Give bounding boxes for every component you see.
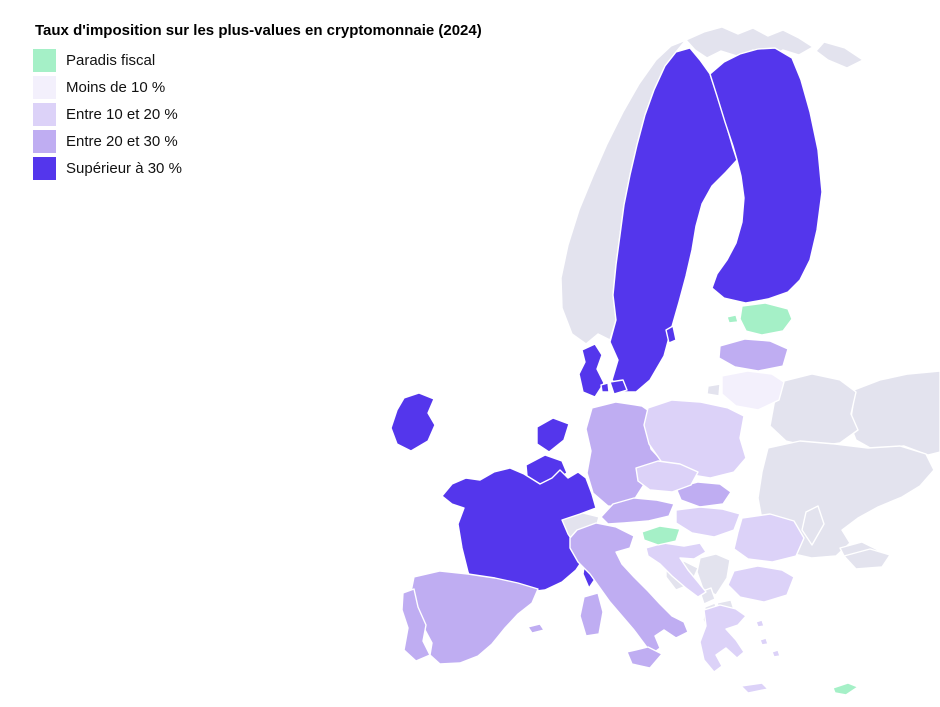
- country-norway-north: [685, 26, 814, 59]
- country-greece: [699, 604, 747, 673]
- country-sicily: [626, 646, 663, 669]
- legend-swatch-10-20: [33, 103, 56, 126]
- country-czechia: [635, 460, 699, 493]
- legend-item-lt10: Moins de 10 %: [33, 74, 182, 101]
- country-russia-kola: [815, 41, 864, 69]
- legend-swatch-lt10: [33, 76, 56, 99]
- country-denmark-islands: [609, 379, 628, 395]
- country-hungary: [675, 506, 741, 538]
- country-romania: [733, 513, 805, 563]
- country-ireland: [390, 392, 436, 452]
- country-slovenia: [641, 525, 681, 546]
- legend: Paradis fiscal Moins de 10 % Entre 10 et…: [33, 47, 182, 182]
- country-gotland: [665, 325, 677, 344]
- legend-item-10-20: Entre 10 et 20 %: [33, 101, 182, 128]
- country-balearic-islands: [527, 623, 545, 634]
- legend-label-gt30: Supérieur à 30 %: [66, 160, 182, 177]
- country-estonia: [739, 302, 793, 336]
- legend-label-lt10: Moins de 10 %: [66, 79, 166, 96]
- legend-item-haven: Paradis fiscal: [33, 47, 182, 74]
- map-title: Taux d'imposition sur les plus-values en…: [35, 22, 482, 39]
- country-croatia: [645, 542, 707, 598]
- country-denmark: [578, 343, 605, 398]
- country-austria: [600, 497, 675, 525]
- country-france: [441, 467, 597, 593]
- country-poland: [643, 399, 747, 479]
- country-serbia: [696, 553, 731, 596]
- country-moldova: [801, 505, 825, 546]
- country-belarus: [769, 373, 859, 448]
- country-finland: [709, 47, 823, 304]
- country-cyprus: [832, 682, 859, 696]
- country-latvia: [718, 338, 789, 372]
- legend-item-20-30: Entre 20 et 30 %: [33, 128, 182, 155]
- legend-label-20-30: Entre 20 et 30 %: [66, 133, 178, 150]
- country-denmark-funen: [600, 382, 610, 393]
- legend-item-gt30: Supérieur à 30 %: [33, 155, 182, 182]
- country-spain: [410, 570, 539, 665]
- country-slovakia: [675, 481, 732, 508]
- country-kaliningrad: [706, 383, 721, 397]
- legend-swatch-haven: [33, 49, 56, 72]
- country-netherlands: [536, 417, 570, 453]
- country-estonia-islands: [726, 314, 739, 324]
- country-aegean-island-1: [759, 637, 769, 646]
- country-portugal: [401, 588, 431, 662]
- country-sardinia: [579, 592, 604, 637]
- legend-label-haven: Paradis fiscal: [66, 52, 156, 69]
- country-russia-west: [849, 370, 940, 456]
- legend-swatch-20-30: [33, 130, 56, 153]
- country-italy: [569, 522, 689, 655]
- country-crete: [740, 682, 769, 694]
- country-bulgaria: [727, 565, 795, 603]
- country-aegean-island-2: [771, 649, 781, 658]
- legend-swatch-gt30: [33, 157, 56, 180]
- legend-label-10-20: Entre 10 et 20 %: [66, 106, 178, 123]
- country-aegean-island-3: [755, 619, 765, 628]
- country-turkey: [843, 548, 891, 570]
- country-lithuania: [721, 370, 785, 411]
